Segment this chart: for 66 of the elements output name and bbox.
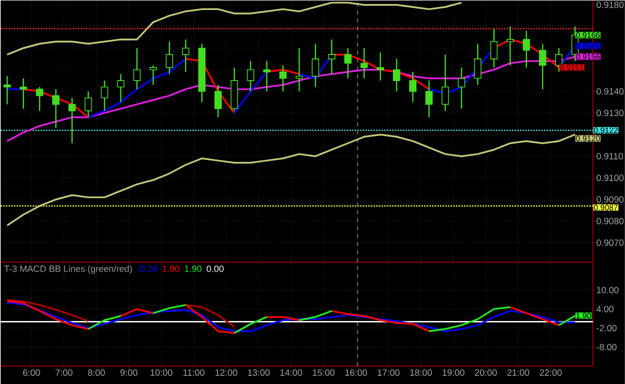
- y-tick-label: 4.00: [596, 306, 614, 312]
- candlestick: [20, 78, 28, 110]
- y-tick-label: 0.9140: [596, 88, 624, 95]
- candlestick: [166, 40, 174, 75]
- x-tick-label: 7:00: [56, 369, 72, 376]
- candlestick: [84, 90, 92, 118]
- x-tick-label: 17:00: [378, 369, 400, 376]
- candlestick: [409, 71, 416, 103]
- x-tick-label: 13:00: [248, 369, 270, 376]
- x-tick-label: 22:00: [540, 369, 562, 376]
- y-tick-label: 0.9080: [596, 218, 624, 224]
- x-tick-label: 6:00: [23, 369, 40, 376]
- candlestick: [522, 30, 530, 68]
- text: 1.90: [162, 266, 180, 272]
- candlestick: [425, 80, 433, 118]
- y-tick-label: -8.00: [596, 344, 617, 350]
- x-tick-label: 8:00: [88, 369, 105, 376]
- y-tick-label: 0.9180: [596, 2, 624, 8]
- x-tick-label: 11:00: [183, 369, 204, 376]
- y-tick-label: 0.9130: [596, 110, 624, 116]
- candlestick: [442, 54, 449, 112]
- candlestick: [36, 86, 44, 112]
- candlestick: [182, 38, 190, 72]
- x-tick-label: 9:00: [120, 369, 138, 376]
- candlestick: [117, 73, 124, 103]
- text: 1.90: [184, 266, 202, 272]
- x-tick-label: 18:00: [410, 369, 432, 376]
- candlestick: [133, 47, 141, 90]
- y-tick-label: 0.9110: [596, 153, 623, 160]
- y-tick-label: 0.9090: [596, 196, 624, 203]
- x-tick-label: 10:00: [150, 369, 172, 376]
- candlestick: [344, 47, 352, 79]
- candlestick: [150, 64, 157, 86]
- x-tick-label: 12:00: [216, 369, 238, 376]
- y-tick-label: -2.00: [596, 324, 617, 332]
- candlestick: [360, 47, 368, 79]
- candlestick: [376, 52, 384, 82]
- candlestick: [506, 26, 514, 66]
- ref-line-label: 0.00: [206, 266, 224, 272]
- y-tick-label: 0.9070: [596, 240, 624, 246]
- candlestick: [490, 28, 498, 68]
- y-tick-label: 10.00: [596, 286, 619, 294]
- candlestick: [214, 84, 222, 118]
- candlestick: [52, 88, 60, 129]
- x-tick-label: 15:00: [312, 369, 335, 376]
- x-tick-label: 16:00: [345, 369, 367, 376]
- candlestick: [279, 64, 287, 92]
- x-tick-label: 14:00: [280, 369, 302, 376]
- x-tick-label: 19:00: [442, 369, 464, 376]
- candlestick: [328, 38, 336, 75]
- text: -0.18: [137, 266, 158, 272]
- candlestick: [474, 43, 482, 86]
- candlestick: [538, 43, 546, 90]
- candlestick: [100, 80, 108, 112]
- candlestick: [296, 47, 303, 92]
- legend-title: T-3 MACD BB Lines (green/red): [4, 265, 132, 274]
- candlestick: [458, 66, 466, 110]
- candlestick: [263, 60, 270, 92]
- candlestick: [68, 97, 76, 144]
- x-tick-label: 21:00: [507, 369, 530, 376]
- candlestick: [246, 60, 254, 92]
- y-tick-label: 0.9100: [596, 174, 624, 182]
- x-tick-label: 20:00: [474, 369, 497, 376]
- candlestick: [392, 58, 400, 92]
- candlestick: [312, 43, 320, 88]
- candlestick: [4, 76, 11, 105]
